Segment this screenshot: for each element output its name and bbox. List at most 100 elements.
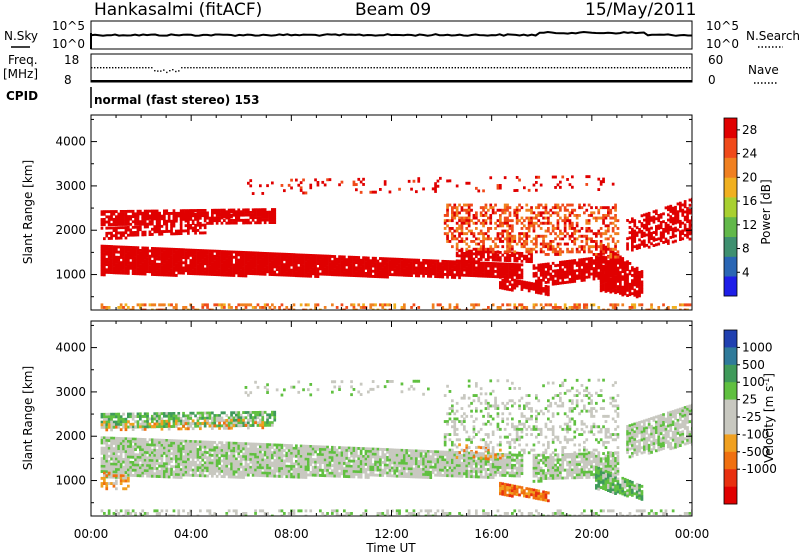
heatmap-cell <box>187 442 190 446</box>
heatmap-cell <box>141 448 145 452</box>
heatmap-cell <box>403 258 406 262</box>
heatmap-cell <box>568 183 572 187</box>
heatmap-cell <box>266 303 269 307</box>
heatmap-cell <box>470 219 473 223</box>
heatmap-cell <box>119 442 123 446</box>
heatmap-cell <box>499 256 502 260</box>
heatmap-cell <box>319 259 322 263</box>
heatmap-cell <box>328 260 332 263</box>
heatmap-cell <box>105 459 109 463</box>
heatmap-cell <box>679 209 682 213</box>
heatmap-cell <box>525 306 529 309</box>
heatmap-cell <box>230 271 233 275</box>
heatmap-cell <box>199 453 202 457</box>
freq-point <box>310 67 312 69</box>
heatmap-cell <box>110 236 113 240</box>
heatmap-cell <box>460 240 464 243</box>
heatmap-cell <box>165 268 169 272</box>
heatmap-cell <box>134 448 137 451</box>
heatmap-cell <box>295 261 298 265</box>
heatmap-cell <box>254 259 257 263</box>
heatmap-cell <box>395 257 399 261</box>
heatmap-cell <box>146 259 149 263</box>
heatmap-cell <box>211 459 214 462</box>
heatmap-cell <box>585 311 588 314</box>
heatmap-cell <box>515 221 519 225</box>
heatmap-cell <box>165 439 169 442</box>
heatmap-cell <box>251 267 255 270</box>
heatmap-cell <box>575 221 579 225</box>
heatmap-cell <box>371 262 375 265</box>
heatmap-cell <box>547 285 550 289</box>
heatmap-cell <box>167 247 171 251</box>
heatmap-cell <box>304 264 308 268</box>
heatmap-cell <box>112 220 116 224</box>
heatmap-cell <box>595 219 598 223</box>
heatmap-cell <box>614 265 617 269</box>
heatmap-cell <box>201 249 205 253</box>
heatmap-cell <box>599 260 603 264</box>
heatmap-cell <box>211 249 214 253</box>
heatmap-cell <box>119 256 123 259</box>
heatmap-cell <box>158 270 161 274</box>
heatmap-cell <box>359 269 363 273</box>
heatmap-cell <box>201 469 205 472</box>
heatmap-cell <box>249 256 253 260</box>
heatmap-cell <box>400 306 404 309</box>
heatmap-cell <box>506 240 509 243</box>
heatmap-cell <box>496 184 500 187</box>
heatmap-cell <box>580 245 584 249</box>
heatmap-cell <box>323 272 327 276</box>
heatmap-cell <box>100 252 104 256</box>
heatmap-cell <box>537 266 541 270</box>
heatmap-cell <box>136 267 140 270</box>
heatmap-cell <box>249 264 253 268</box>
heatmap-cell <box>213 219 217 223</box>
heatmap-cell <box>345 306 349 309</box>
heatmap-cell <box>153 311 156 314</box>
heatmap-cell <box>203 443 207 447</box>
heatmap-cell <box>256 210 260 214</box>
heatmap-cell <box>167 459 171 463</box>
heatmap-cell <box>511 286 514 289</box>
heatmap-cell <box>489 176 493 180</box>
heatmap-cell <box>580 206 584 210</box>
heatmap-cell <box>542 240 545 243</box>
heatmap-cell <box>191 468 195 472</box>
heatmap-cell <box>134 251 137 255</box>
heatmap-cell <box>206 456 209 460</box>
heatmap-cell <box>491 250 495 254</box>
heatmap-cell <box>518 219 521 223</box>
heatmap-cell <box>151 209 154 213</box>
heatmap-cell <box>590 264 593 268</box>
heatmap-cell <box>458 263 461 267</box>
heatmap-cell <box>191 261 195 265</box>
heatmap-cell <box>136 217 140 221</box>
heatmap-cell <box>427 264 430 268</box>
heatmap-cell <box>386 275 389 279</box>
heatmap-cell <box>160 457 164 460</box>
heatmap-cell <box>527 247 531 251</box>
heatmap-cell <box>640 272 644 276</box>
heatmap-cell <box>527 281 531 285</box>
heatmap-cell <box>208 466 212 470</box>
heatmap-cell <box>647 237 651 241</box>
heatmap-cell <box>501 232 505 236</box>
heatmap-cell <box>352 271 356 275</box>
heatmap-cell <box>203 270 207 273</box>
heatmap-cell <box>587 227 591 230</box>
heatmap-cell <box>597 256 601 259</box>
heatmap-cell <box>503 287 507 291</box>
heatmap-cell <box>547 280 550 284</box>
heatmap-cell <box>218 268 221 271</box>
heatmap-cell <box>196 209 200 212</box>
heatmap-cell <box>467 214 471 217</box>
heatmap-cell <box>671 219 675 223</box>
heatmap-cell <box>525 308 529 310</box>
heatmap-cell <box>491 275 495 278</box>
heatmap-cell <box>412 266 416 270</box>
heatmap-cell <box>177 465 181 469</box>
heatmap-cell <box>403 273 406 277</box>
heatmap-cell <box>503 176 507 180</box>
heatmap-cell <box>465 219 469 223</box>
